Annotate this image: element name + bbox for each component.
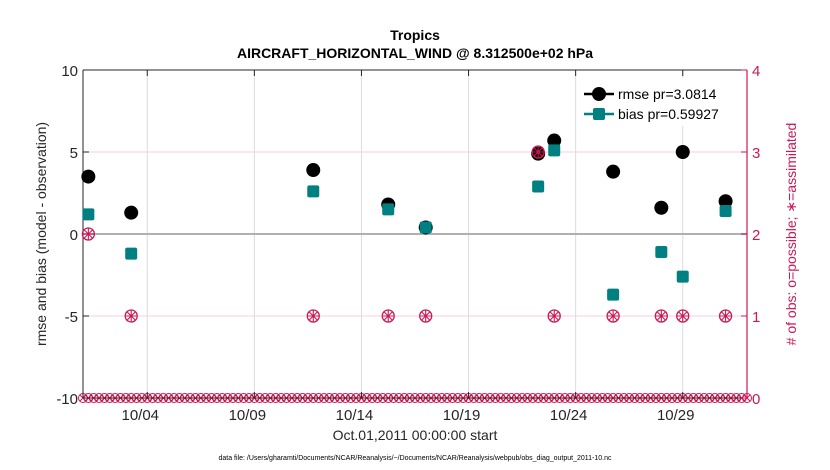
marker-circle — [676, 309, 690, 323]
marker-asterisk — [532, 146, 544, 158]
obs-assimilated-marker — [124, 309, 138, 323]
rmse-point — [675, 145, 690, 159]
y2-tick-labels: 4 3 2 1 0 — [752, 63, 760, 408]
x-tick-label: 10/24 — [550, 407, 588, 424]
chart-subtitle: AIRCRAFT_HORIZONTAL_WIND @ 8.312500e+02 … — [237, 45, 593, 61]
y2-axis-label: # of obs: o=possible; ∗=assimilated — [783, 123, 799, 346]
marker-circle — [606, 309, 620, 323]
rmse-point — [718, 194, 733, 209]
obs-assimilated-marker — [419, 309, 433, 323]
rmse-point — [547, 133, 562, 148]
obs-assimilated-marker — [654, 309, 668, 323]
y-tick-label: -5 — [65, 309, 78, 326]
x-tick-labels: 10/04 10/09 10/14 10/19 10/24 10/29 — [121, 407, 694, 424]
marker-asterisk — [307, 310, 319, 322]
marker-asterisk — [548, 310, 560, 322]
marker-asterisk — [382, 310, 394, 322]
y-tick-label: -10 — [56, 391, 78, 408]
obs-assimilated-marker — [676, 309, 690, 323]
x-axis-label: Oct.01,2011 00:00:00 start — [333, 427, 498, 443]
y2-tick-label: 4 — [752, 63, 760, 80]
bias-point — [125, 247, 138, 260]
marker-asterisk — [720, 310, 732, 322]
data-file-footer: data file: /Users/gharamti/Documents/NCA… — [218, 455, 612, 462]
y-tick-label: 10 — [61, 63, 78, 80]
legend-box — [578, 78, 744, 126]
y2-tick-label: 3 — [752, 145, 760, 162]
bias-point — [82, 208, 95, 221]
x-tick-label: 10/29 — [657, 407, 695, 424]
marker-asterisk — [677, 310, 689, 322]
y-tick-labels: 10 5 0 -5 -10 — [56, 63, 78, 408]
x-tick-label: 10/14 — [336, 407, 374, 424]
marker-asterisk — [607, 310, 619, 322]
legend: rmse pr=3.0814 bias pr=0.59927 — [578, 78, 744, 126]
marker-circle — [381, 309, 395, 323]
obs-assimilated-marker — [547, 309, 561, 323]
bias-point — [548, 144, 561, 157]
marker-circle — [124, 309, 138, 323]
marker-circle — [654, 309, 668, 323]
data-series — [81, 133, 733, 323]
obs-assimilated-marker — [531, 145, 545, 159]
rmse-point — [606, 164, 621, 179]
y-tick-label: 5 — [70, 145, 78, 162]
y-tick-label: 0 — [70, 227, 78, 244]
legend-bias-marker — [593, 108, 605, 120]
bias-point — [307, 185, 320, 198]
marker-asterisk — [420, 310, 432, 322]
marker-circle — [531, 145, 545, 159]
marker-circle — [547, 309, 561, 323]
obs-assimilated-marker — [81, 227, 96, 241]
obs-assimilated-marker — [718, 309, 733, 323]
y2-tick-label: 2 — [752, 227, 760, 244]
marker-asterisk — [82, 228, 94, 240]
rmse-point — [124, 205, 139, 220]
bias-point — [676, 270, 689, 283]
y2-tick-label: 1 — [752, 309, 760, 326]
rmse-point — [81, 169, 96, 184]
legend-rmse-marker — [592, 87, 606, 101]
bias-point — [532, 180, 545, 193]
obs-assimilated-marker — [606, 309, 620, 323]
rmse-point — [654, 200, 669, 215]
legend-rmse-label: rmse pr=3.0814 — [618, 86, 717, 102]
bias-point — [655, 246, 668, 259]
x-tick-label: 10/19 — [443, 407, 481, 424]
x-tick-label: 10/04 — [121, 407, 159, 424]
rmse-point — [306, 163, 321, 178]
marker-asterisk — [125, 310, 137, 322]
chart-title: Tropics — [390, 27, 440, 43]
marker-circle — [718, 309, 733, 323]
x-tick-label: 10/09 — [229, 407, 267, 424]
y-axis-label: rmse and bias (model - observation) — [33, 122, 49, 346]
legend-bias-label: bias pr=0.59927 — [618, 106, 719, 122]
bias-point — [719, 205, 732, 218]
y2-tick-label: 0 — [752, 391, 760, 408]
obs-assimilated-marker — [381, 309, 395, 323]
marker-circle — [81, 227, 96, 241]
marker-circle — [306, 309, 320, 323]
marker-asterisk — [655, 310, 667, 322]
bias-point — [382, 203, 395, 216]
marker-circle — [419, 309, 433, 323]
obs-assimilated-marker — [306, 309, 320, 323]
bias-point — [419, 221, 432, 234]
bias-point — [607, 288, 620, 301]
